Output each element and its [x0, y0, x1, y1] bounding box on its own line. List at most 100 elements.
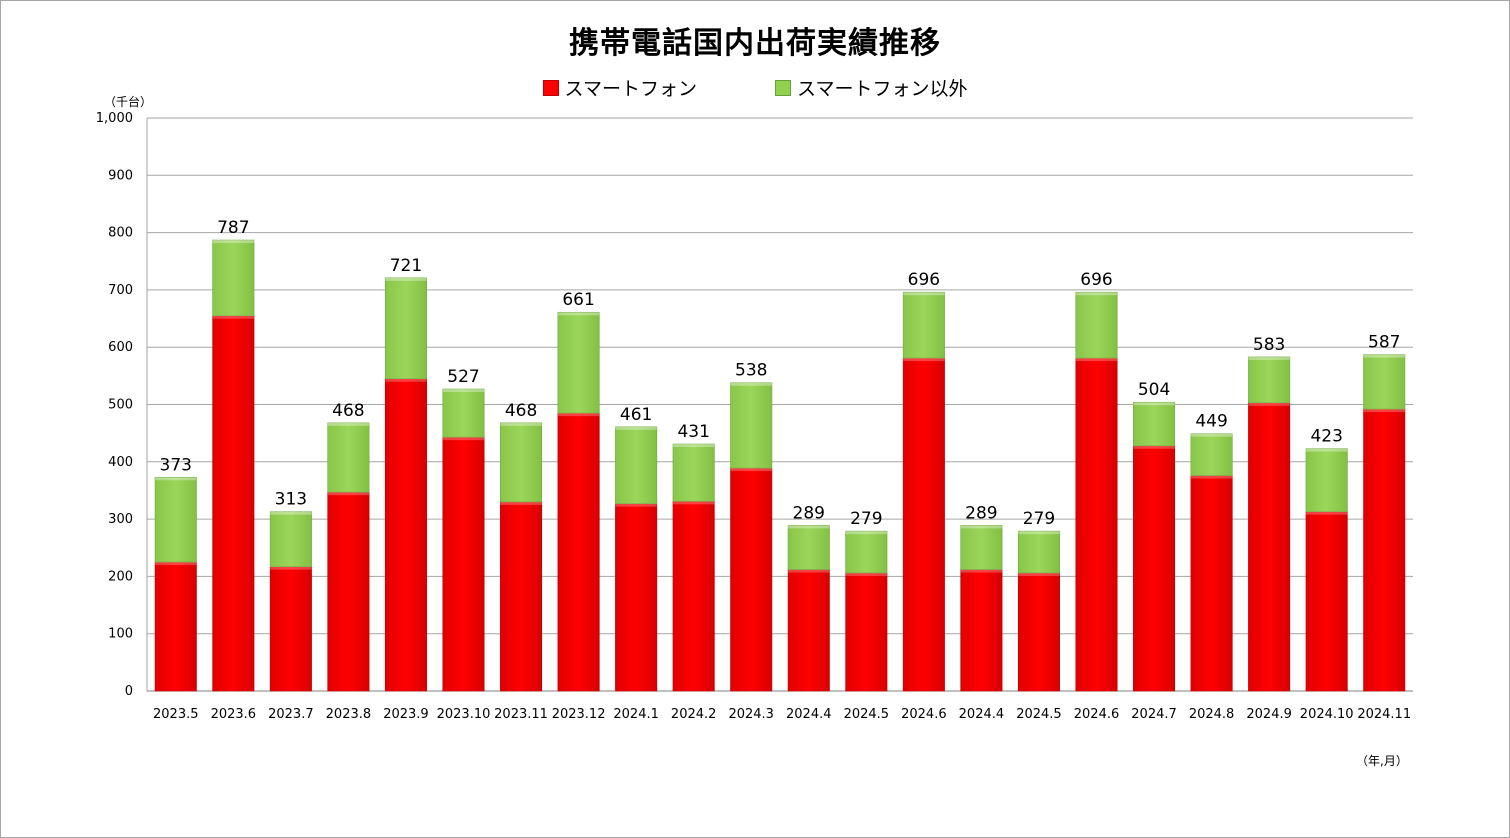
bar-smartphone	[442, 436, 485, 692]
bar-top-highlight	[327, 422, 370, 426]
bar-smartphone	[154, 561, 197, 692]
bar-segment-highlight	[500, 501, 542, 505]
bar-smartphone	[960, 569, 1003, 692]
bar-other	[1075, 291, 1118, 359]
bar-smartphone	[1363, 408, 1406, 692]
total-data-label: 587	[1368, 333, 1400, 353]
bar-smartphone	[730, 467, 773, 692]
x-tick-label: 2023.6	[211, 707, 257, 722]
bar-smartphone	[1248, 402, 1291, 692]
bar-top-highlight	[615, 426, 657, 430]
total-data-label: 279	[1023, 509, 1055, 529]
bar-segment-highlight	[1133, 445, 1175, 449]
bar-smartphone	[902, 357, 945, 692]
legend-swatch-other	[775, 79, 792, 96]
total-data-label: 527	[447, 367, 479, 387]
total-data-label: 468	[505, 401, 537, 421]
total-data-label: 449	[1195, 412, 1227, 432]
bar-smartphone	[1075, 357, 1118, 692]
x-tick-label: 2024.2	[671, 707, 717, 722]
bar-other	[384, 277, 427, 380]
y-tick-label: 800	[108, 226, 133, 241]
bar-other	[557, 311, 600, 414]
bar-other	[787, 525, 830, 570]
y-tick-label: 300	[108, 512, 133, 527]
bar-smartphone	[384, 378, 427, 692]
y-tick-label: 700	[108, 283, 133, 298]
bar-top-highlight	[1248, 356, 1290, 360]
bar-other	[1305, 448, 1348, 512]
bar-segment-highlight	[1075, 358, 1118, 362]
legend: スマートフォン スマートフォン以外	[0, 74, 1510, 101]
legend-swatch-smartphone	[542, 79, 559, 96]
bar-segment-highlight	[212, 315, 255, 319]
x-tick-label: 2023.9	[383, 707, 429, 722]
y-tick-label: 400	[108, 455, 133, 470]
x-tick-label: 2024.5	[844, 707, 890, 722]
bar-segment-highlight	[845, 572, 888, 576]
bar-smartphone	[672, 501, 715, 692]
bar-other	[845, 530, 888, 574]
x-tick-label: 2024.4	[786, 707, 832, 722]
bar-segment-highlight	[327, 492, 370, 496]
total-data-label: 787	[217, 218, 249, 238]
total-data-label: 423	[1310, 427, 1342, 447]
bar-top-highlight	[960, 525, 1003, 529]
legend-item-smartphone: スマートフォン	[542, 74, 697, 101]
bar-segment-highlight	[730, 468, 772, 472]
bar-top-highlight	[1018, 531, 1060, 535]
bar-smartphone	[557, 412, 600, 692]
x-tick-label: 2024.5	[1016, 707, 1062, 722]
total-data-label: 431	[677, 422, 709, 442]
bar-segment-highlight	[1305, 511, 1348, 515]
bar-other	[902, 291, 945, 359]
bar-other	[672, 443, 715, 502]
y-tick-label: 200	[108, 569, 133, 584]
bar-smartphone	[327, 491, 370, 692]
x-axis-unit-label: （年,月）	[1356, 754, 1408, 768]
x-tick-label: 2024.11	[1357, 707, 1411, 722]
total-data-label: 504	[1138, 380, 1170, 400]
bar-smartphone	[212, 315, 255, 692]
bar-other	[154, 476, 197, 563]
bar-other	[615, 426, 658, 504]
legend-item-other: スマートフォン以外	[775, 74, 967, 101]
total-data-label: 696	[1080, 270, 1112, 290]
bar-other	[269, 511, 312, 567]
y-tick-label: 600	[108, 340, 133, 355]
bar-other	[1133, 401, 1176, 447]
x-tick-label: 2023.8	[326, 707, 372, 722]
bar-other	[500, 422, 543, 503]
bar-top-highlight	[1190, 433, 1233, 437]
bar-other	[327, 422, 370, 493]
bar-smartphone	[269, 566, 312, 692]
bar-smartphone	[615, 503, 658, 692]
bar-segment-highlight	[155, 562, 197, 566]
bar-top-highlight	[212, 240, 255, 244]
bar-smartphone	[845, 572, 888, 692]
bar-segment-highlight	[615, 503, 657, 507]
bar-other	[1363, 354, 1406, 410]
x-tick-label: 2023.10	[437, 707, 491, 722]
bar-smartphone	[1133, 445, 1176, 692]
legend-label-other: スマートフォン以外	[797, 78, 968, 100]
bar-segment-highlight	[903, 358, 945, 362]
bar-other	[212, 239, 255, 316]
bar-segment-highlight	[1190, 475, 1233, 479]
x-tick-label: 2024.6	[1074, 707, 1120, 722]
chart-title: 携帯電話国内出荷実績推移	[569, 26, 941, 61]
y-axis-unit-label: （千台）	[104, 95, 153, 109]
total-data-label: 661	[562, 290, 594, 310]
y-tick-label: 0	[125, 684, 133, 699]
x-tick-label: 2024.3	[728, 707, 774, 722]
legend-label-smartphone: スマートフォン	[564, 78, 697, 100]
x-tick-label: 2023.11	[494, 707, 548, 722]
total-data-label: 313	[275, 490, 307, 510]
bar-other	[960, 525, 1003, 570]
total-data-label: 583	[1253, 335, 1285, 355]
total-data-label: 289	[793, 503, 825, 523]
y-tick-label: 900	[108, 168, 133, 183]
bar-top-highlight	[1075, 292, 1118, 296]
bar-segment-highlight	[1363, 409, 1405, 413]
total-data-label: 373	[160, 455, 192, 475]
